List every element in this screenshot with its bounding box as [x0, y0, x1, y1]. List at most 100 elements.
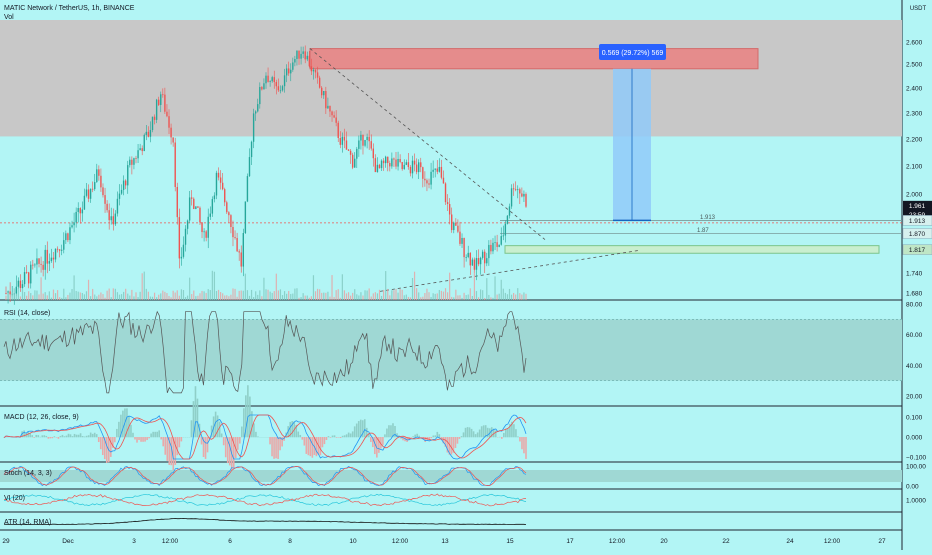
- macd-hist-bar: [328, 436, 330, 437]
- volume-bar: [241, 290, 242, 300]
- candle-body: [445, 183, 446, 202]
- macd-hist-bar: [410, 437, 412, 438]
- candle-body: [439, 167, 440, 172]
- volume-bar: [344, 290, 345, 300]
- candle-body: [387, 157, 388, 163]
- macd-hist-bar: [54, 436, 56, 437]
- macd-hist-bar: [322, 437, 324, 447]
- volume-bar: [228, 296, 229, 300]
- macd-hist-bar: [430, 437, 432, 438]
- candle-body: [379, 165, 380, 168]
- candle-body: [32, 265, 33, 266]
- volume-bar: [327, 292, 328, 300]
- macd-hist-bar: [356, 424, 358, 438]
- candle-body: [472, 260, 473, 266]
- candle-body: [474, 260, 475, 270]
- macd-hist-bar: [191, 420, 193, 437]
- volume-bar: [492, 298, 493, 300]
- macd-tick-label: 0.100: [906, 415, 923, 422]
- candle-body: [78, 208, 79, 212]
- volume-bar: [30, 293, 31, 300]
- macd-hist-bar: [219, 422, 221, 438]
- volume-bar: [451, 297, 452, 300]
- volume-bar: [433, 293, 434, 300]
- candle-body: [385, 157, 386, 163]
- price-tick-label: 2.200: [906, 137, 923, 144]
- candle-body: [356, 149, 357, 159]
- macd-hist-bar: [308, 437, 310, 455]
- macd-hist-bar: [459, 437, 461, 439]
- candle-body: [119, 194, 120, 199]
- volume-bar: [300, 297, 301, 300]
- candle-body: [96, 169, 97, 182]
- candle-body: [496, 242, 497, 247]
- volume-bar: [212, 271, 213, 300]
- candle-body: [309, 56, 310, 66]
- macd-hist-bar: [88, 435, 90, 437]
- candle-body: [144, 135, 145, 151]
- candle-body: [113, 216, 114, 224]
- volume-bar: [445, 288, 446, 300]
- candle-body: [251, 142, 252, 157]
- volume-bar: [416, 288, 417, 300]
- resistance-zone: [0, 20, 902, 136]
- volume-bar: [189, 278, 190, 300]
- volume-bar: [195, 296, 196, 300]
- candle-body: [36, 258, 37, 264]
- volume-bar: [142, 273, 143, 300]
- candle-body: [399, 159, 400, 162]
- volume-bar: [20, 296, 21, 300]
- volume-bar: [154, 293, 155, 300]
- candle-body: [267, 76, 268, 82]
- volume-bar: [259, 290, 260, 300]
- volume-bar: [303, 293, 304, 300]
- macd-hist-bar: [92, 434, 94, 437]
- candle-body: [513, 188, 514, 189]
- macd-hist-bar: [152, 432, 154, 437]
- candle-body: [84, 196, 85, 210]
- volume-bar: [443, 292, 444, 300]
- macd-hist-bar: [144, 437, 146, 442]
- macd-hist-bar: [471, 429, 473, 437]
- macd-hist-bar: [304, 437, 306, 446]
- volume-bar: [313, 275, 314, 300]
- volume-bar: [78, 292, 79, 300]
- volume-bar: [290, 294, 291, 300]
- volume-bar: [305, 296, 306, 300]
- candle-body: [208, 217, 209, 238]
- candle-body: [525, 194, 526, 207]
- vi-title: VI (20): [4, 495, 25, 502]
- candle-body: [75, 212, 76, 222]
- macd-hist-bar: [487, 428, 489, 437]
- time-tick-label: 6: [228, 538, 232, 545]
- volume-bar: [435, 294, 436, 300]
- candle-body: [511, 188, 512, 206]
- macd-hist-bar: [382, 437, 384, 445]
- volume-bar: [115, 289, 116, 300]
- atr-line: [4, 518, 526, 524]
- candle-body: [57, 249, 58, 250]
- candle-body: [102, 187, 103, 195]
- candle-body: [241, 252, 242, 266]
- macd-hist-bar: [513, 424, 515, 437]
- macd-hist-bar: [435, 435, 437, 437]
- volume-bar: [472, 296, 473, 300]
- volume-bar: [24, 292, 25, 300]
- volume-bar: [65, 297, 66, 300]
- volume-bar: [123, 292, 124, 300]
- macd-hist-bar: [70, 434, 72, 437]
- volume-bar: [36, 291, 37, 300]
- candle-body: [404, 165, 405, 169]
- volume-bar: [32, 295, 33, 300]
- candle-body: [131, 160, 132, 165]
- candle-body: [255, 111, 256, 113]
- volume-bar: [249, 296, 250, 300]
- candle-body: [156, 100, 157, 120]
- macd-hist-bar: [44, 435, 46, 437]
- macd-hist-bar: [106, 437, 108, 463]
- volume-bar: [222, 293, 223, 300]
- candle-body: [80, 208, 81, 213]
- volume-bar: [323, 293, 324, 300]
- volume-bar: [364, 290, 365, 300]
